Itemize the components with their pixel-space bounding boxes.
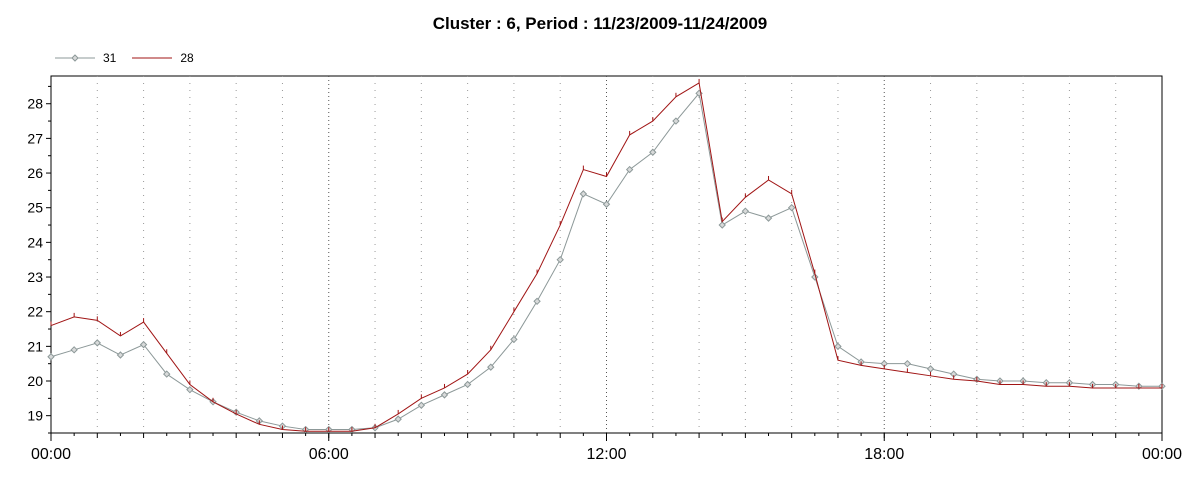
data-point-31: [510, 335, 518, 344]
data-point-31: [926, 365, 935, 373]
y-tick-label: 23: [27, 269, 43, 285]
data-point-31: [903, 359, 912, 368]
data-point-31: [533, 297, 541, 305]
data-point-31: [163, 370, 171, 378]
data-point-31: [556, 255, 564, 264]
data-point-31: [463, 380, 472, 389]
data-point-31: [417, 401, 426, 409]
x-tick-label: 06:00: [309, 446, 349, 463]
y-tick-label: 22: [27, 304, 43, 320]
data-point-31: [47, 353, 55, 361]
data-point-31: [834, 342, 842, 351]
data-point-31: [394, 415, 402, 423]
x-tick-label: 12:00: [586, 446, 626, 463]
x-tick-label: 00:00: [31, 446, 71, 463]
legend: 31 28: [55, 49, 210, 67]
series-31: [47, 89, 1166, 434]
y-axis: 19 20 21 22 23 24 25 26 27 28: [27, 85, 51, 434]
data-point-31: [116, 351, 125, 359]
data-point-31: [602, 200, 611, 208]
x-tick-label: 00:00: [1142, 446, 1182, 463]
data-point-31: [579, 190, 588, 198]
plot-frame: [50, 75, 1163, 434]
y-tick-label: 25: [27, 200, 43, 216]
data-point-31: [70, 346, 78, 354]
y-tick-label: 20: [27, 373, 43, 389]
data-point-31: [718, 221, 726, 229]
data-point-31: [649, 148, 657, 156]
data-point-31: [93, 339, 101, 347]
legend-label-31: 31: [103, 51, 117, 65]
legend-swatch-31: [55, 54, 95, 62]
data-point-31: [625, 165, 634, 174]
series-line-28: [50, 82, 1162, 432]
y-tick-label: 28: [27, 96, 43, 112]
legend-item-31: 31: [55, 51, 116, 65]
x-tick-label: 18:00: [864, 446, 904, 463]
series-layer: [47, 78, 1166, 434]
data-point-31: [672, 117, 680, 125]
series-28: [50, 78, 1163, 432]
y-tick-label: 26: [27, 165, 43, 181]
data-point-31: [787, 204, 796, 212]
grid: [50, 76, 1163, 438]
legend-item-28: 28: [132, 51, 194, 65]
y-tick-label: 19: [27, 408, 43, 424]
data-point-31: [741, 207, 750, 215]
data-point-31: [487, 363, 495, 371]
chart-title: Cluster : 6, Period : 11/23/2009-11/24/2…: [432, 14, 768, 33]
y-tick-label: 21: [27, 338, 43, 354]
data-point-31: [764, 214, 773, 222]
y-tick-label: 24: [27, 234, 43, 250]
series-line-31: [50, 92, 1162, 431]
legend-swatch-28: [132, 57, 173, 59]
data-point-31: [440, 391, 449, 399]
data-point-31: [186, 385, 194, 394]
legend-label-28: 28: [180, 51, 194, 65]
x-axis: 00:00 06:00 12:00 18:00 00:00: [31, 433, 1182, 463]
data-point-31: [139, 340, 148, 349]
y-tick-label: 27: [27, 130, 43, 146]
